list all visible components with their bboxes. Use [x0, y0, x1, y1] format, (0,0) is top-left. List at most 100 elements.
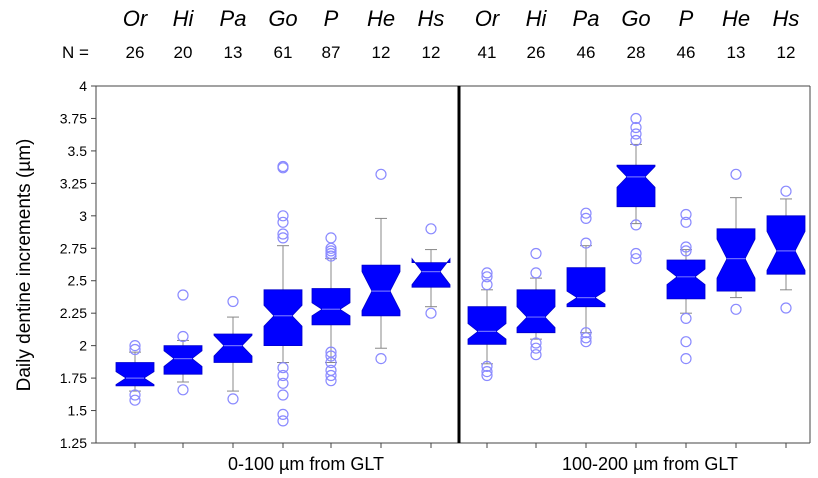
- outlier-point: [680, 336, 692, 348]
- outlier-point: [780, 185, 792, 197]
- n-value: 13: [727, 43, 746, 62]
- n-value: 13: [224, 43, 243, 62]
- notched-box: [163, 345, 203, 375]
- outlier-point: [129, 343, 141, 356]
- outlier-point: [277, 415, 289, 427]
- outlier-point: [530, 337, 542, 349]
- outlier-point: [530, 267, 542, 279]
- taxon-label: He: [722, 6, 750, 31]
- notched-box: [566, 267, 606, 308]
- outlier-point: [129, 340, 141, 352]
- plot-area: 1.25 1.5 1.75 2 2.25 2.5 2.75 3 3.25 3.5 3.75 4 Or 26…: [60, 6, 811, 451]
- outlier-point: [630, 253, 642, 265]
- outlier-point: [325, 350, 337, 362]
- outlier-point: [325, 346, 337, 358]
- n-value: 12: [372, 43, 391, 62]
- notched-box: [666, 259, 706, 300]
- outlier-point: [481, 369, 493, 382]
- outlier-point: [530, 349, 542, 361]
- notched-box: [516, 289, 556, 334]
- outlier-point: [630, 121, 642, 134]
- y-tick-label: 1.25: [60, 435, 87, 451]
- n-value: 26: [126, 43, 145, 62]
- outlier-point: [277, 362, 289, 374]
- outlier-point: [680, 216, 692, 228]
- taxon-label: Hs: [773, 6, 800, 31]
- y-tick-label: 2.75: [60, 240, 87, 256]
- n-value: 46: [677, 43, 696, 62]
- n-value: 46: [577, 43, 596, 62]
- notched-box: [361, 264, 401, 317]
- notched-box: [616, 164, 656, 208]
- outlier-point: [481, 279, 493, 291]
- y-tick-label: 1.5: [68, 403, 88, 419]
- outlier-point: [325, 369, 337, 382]
- y-tick-label: 3: [79, 208, 87, 224]
- n-value: 28: [627, 43, 646, 62]
- outlier-point: [277, 228, 289, 240]
- n-prefix-label: N =: [62, 43, 89, 62]
- outlier-point: [530, 342, 542, 354]
- notched-box: [411, 257, 451, 288]
- n-value: 20: [174, 43, 193, 62]
- outlier-point: [630, 112, 642, 125]
- outlier-point: [630, 128, 642, 140]
- outlier-point: [481, 366, 493, 378]
- outlier-point: [730, 303, 742, 315]
- outlier-point: [177, 384, 189, 396]
- outlier-point: [277, 210, 289, 222]
- outlier-point: [580, 336, 592, 348]
- outlier-point: [129, 394, 141, 406]
- outlier-point: [325, 232, 337, 244]
- outlier-point: [277, 232, 289, 244]
- y-axis-label: Daily dentine increments (µm): [14, 139, 35, 392]
- group-label-0-100: 0-100 µm from GLT: [228, 454, 384, 474]
- notched-box: [467, 306, 507, 345]
- outlier-point: [425, 307, 437, 319]
- n-value: 26: [527, 43, 546, 62]
- outlier-point: [680, 245, 692, 257]
- outlier-point: [580, 237, 592, 249]
- outlier-point: [177, 330, 189, 343]
- outlier-point: [630, 134, 642, 147]
- taxon-label: P: [679, 6, 694, 31]
- group-label-100-200: 100-200 µm from GLT: [562, 454, 738, 474]
- taxon-label: He: [367, 6, 395, 31]
- outlier-point: [325, 247, 337, 260]
- outlier-point: [277, 408, 289, 420]
- outlier-point: [177, 289, 189, 301]
- outlier-point: [277, 389, 289, 401]
- n-value: 87: [322, 43, 341, 62]
- outlier-point: [227, 393, 239, 405]
- taxon-label: Pa: [220, 6, 247, 31]
- outlier-point: [580, 327, 592, 339]
- n-value: 12: [777, 43, 796, 62]
- taxon-label: Go: [621, 6, 650, 31]
- y-tick-label: 2.5: [68, 273, 88, 289]
- outlier-point: [277, 377, 289, 389]
- outlier-point: [129, 389, 141, 401]
- taxon-label: P: [324, 6, 339, 31]
- outlier-point: [425, 223, 437, 235]
- y-tick-label: 3.25: [60, 175, 87, 191]
- outlier-point: [325, 250, 337, 262]
- n-value: 41: [478, 43, 497, 62]
- outlier-point: [481, 267, 493, 279]
- outlier-point: [227, 295, 239, 308]
- outlier-point: [375, 353, 387, 365]
- outlier-point: [277, 216, 289, 228]
- outlier-point: [277, 160, 289, 173]
- outlier-point: [481, 271, 493, 283]
- y-tick-label: 3.5: [68, 143, 88, 159]
- outlier-point: [680, 241, 692, 253]
- outlier-point: [325, 245, 337, 257]
- outlier-point: [630, 219, 642, 231]
- notched-box: [311, 288, 351, 326]
- taxon-label: Or: [475, 6, 501, 31]
- outlier-point: [530, 247, 542, 260]
- outlier-point: [580, 332, 592, 344]
- taxon-label: Hi: [173, 6, 195, 31]
- notched-box: [263, 289, 303, 347]
- outlier-point: [630, 247, 642, 260]
